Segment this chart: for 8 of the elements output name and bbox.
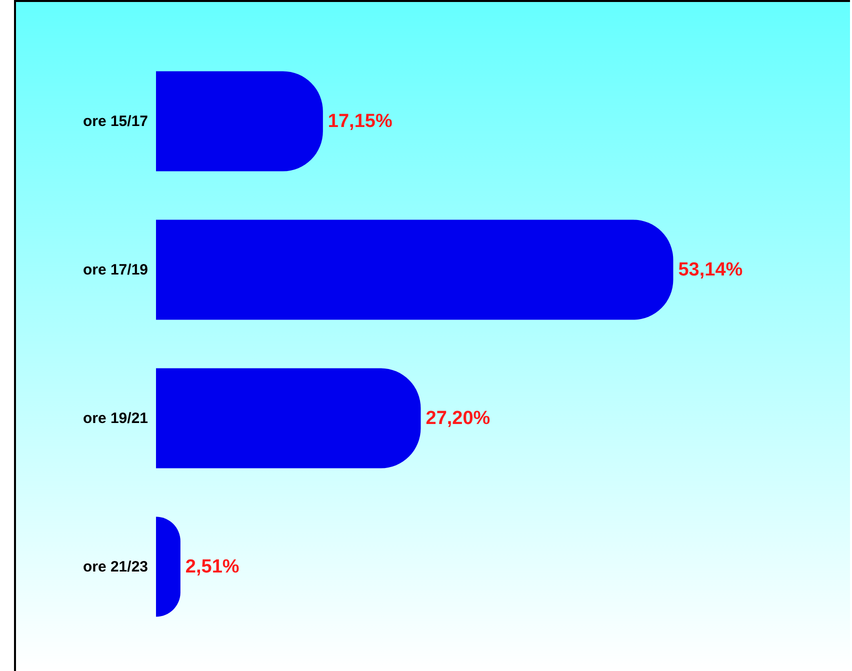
y-tick-label: ore 17/19 xyxy=(82,261,148,278)
data-label: 53,14% xyxy=(678,259,743,280)
data-label: 17,15% xyxy=(328,110,392,132)
y-tick-label: ore 19/21 xyxy=(82,410,148,427)
data-label: 27,20% xyxy=(426,408,490,429)
y-tick-label: ore 21/23 xyxy=(82,558,148,576)
y-tick-label: ore 15/17 xyxy=(82,112,148,130)
data-label: 2,51% xyxy=(185,556,240,578)
